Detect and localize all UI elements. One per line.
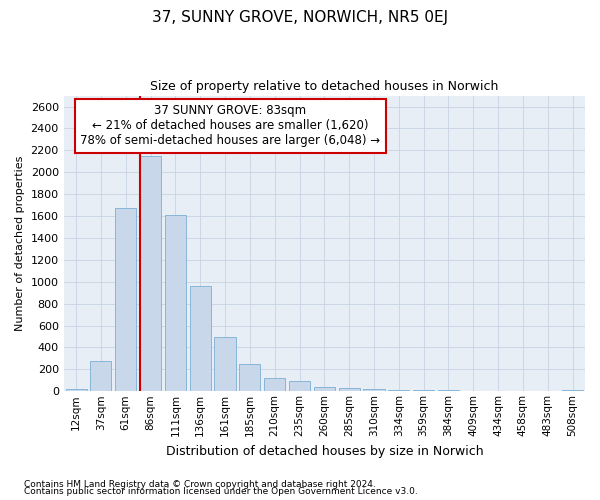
Bar xyxy=(562,390,583,392)
Bar xyxy=(512,390,533,392)
Bar xyxy=(115,208,136,392)
Bar xyxy=(388,390,409,392)
Bar xyxy=(165,215,186,392)
Text: Contains public sector information licensed under the Open Government Licence v3: Contains public sector information licen… xyxy=(24,487,418,496)
Bar xyxy=(488,390,509,392)
Bar xyxy=(438,390,459,392)
Bar xyxy=(140,156,161,392)
Bar xyxy=(91,360,112,392)
Bar xyxy=(537,390,559,392)
Bar xyxy=(264,378,285,392)
Bar xyxy=(65,389,86,392)
Y-axis label: Number of detached properties: Number of detached properties xyxy=(15,156,25,331)
Bar xyxy=(413,390,434,392)
Bar xyxy=(338,388,360,392)
X-axis label: Distribution of detached houses by size in Norwich: Distribution of detached houses by size … xyxy=(166,444,483,458)
Text: 37, SUNNY GROVE, NORWICH, NR5 0EJ: 37, SUNNY GROVE, NORWICH, NR5 0EJ xyxy=(152,10,448,25)
Bar xyxy=(463,390,484,392)
Bar xyxy=(214,336,236,392)
Bar xyxy=(190,286,211,392)
Bar xyxy=(239,364,260,392)
Text: Contains HM Land Registry data © Crown copyright and database right 2024.: Contains HM Land Registry data © Crown c… xyxy=(24,480,376,489)
Bar xyxy=(364,389,385,392)
Bar xyxy=(314,386,335,392)
Title: Size of property relative to detached houses in Norwich: Size of property relative to detached ho… xyxy=(150,80,499,93)
Bar xyxy=(289,381,310,392)
Text: 37 SUNNY GROVE: 83sqm
← 21% of detached houses are smaller (1,620)
78% of semi-d: 37 SUNNY GROVE: 83sqm ← 21% of detached … xyxy=(80,104,380,148)
